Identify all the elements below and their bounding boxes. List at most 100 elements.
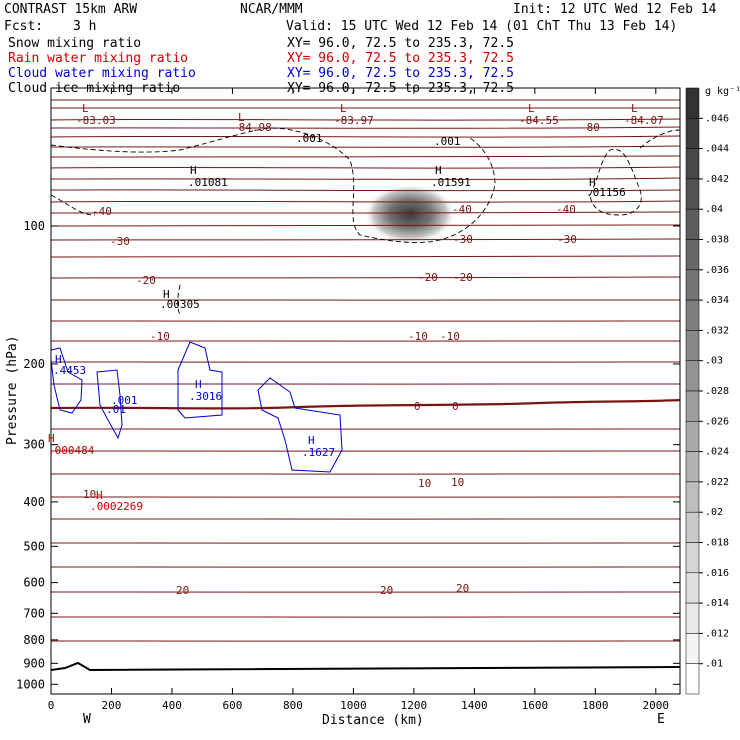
temp-label: 20 [380, 584, 393, 597]
y-tick-label: 500 [23, 539, 45, 553]
colorbar-tick-label: .01 [705, 659, 723, 670]
init-time: Init: 12 UTC Wed 12 Feb 14 [513, 2, 717, 17]
colorbar-tick-label: .024 [705, 447, 729, 458]
colorbar-tick-label: .016 [705, 568, 729, 579]
high-marker: H [308, 434, 315, 447]
colorbar-swatch [685, 602, 700, 634]
colorbar-tick-label: .042 [705, 174, 729, 185]
cloud-water-contours [51, 341, 343, 473]
cloud-ice-contours [51, 127, 680, 316]
temperature-contours [51, 99, 680, 642]
y-tick-label: 200 [23, 357, 45, 371]
high-value: .1627 [302, 446, 335, 459]
field-xy-cloudwater: XY= 96.0, 72.5 to 235.3, 72.5 [287, 66, 514, 81]
x-tick-label: 600 [223, 699, 243, 712]
low-value: -83.03 [76, 114, 116, 127]
x-tick-label: 1800 [582, 699, 609, 712]
colorbar-tick-label: .026 [705, 416, 729, 427]
colorbar-swatch [685, 663, 700, 695]
colorbar-tick-label: .038 [705, 235, 729, 246]
colorbar-swatch [685, 421, 700, 452]
colorbar-tick-label: .04 [705, 204, 723, 215]
temp-label: -40 [452, 203, 472, 216]
colorbar-swatch [685, 148, 700, 180]
field-xy-snow: XY= 96.0, 72.5 to 235.3, 72.5 [287, 36, 514, 51]
y-tick-label: 1000 [16, 677, 45, 691]
high-value: .01081 [188, 176, 228, 189]
x-tick-label: 2000 [643, 699, 670, 712]
x-axis-title: Distance (km) [322, 713, 424, 728]
x-tick-label: 1000 [340, 699, 367, 712]
high-value: .4453 [53, 364, 86, 377]
low-value: -84.55 [519, 114, 559, 127]
x-tick-label: 800 [283, 699, 303, 712]
plot-area [51, 99, 680, 672]
low-value: -83.97 [334, 114, 374, 127]
y-tick-label: 900 [23, 656, 45, 670]
y-tick-label: 800 [23, 633, 45, 647]
colorbar-swatch [685, 451, 700, 483]
colorbar-tick-label: .012 [705, 628, 729, 639]
temp-label: -20 [418, 271, 438, 284]
temp-label: -20 [136, 274, 156, 287]
temp-label: 10 [451, 476, 464, 489]
y-axis-title: Pressure (hPa) [5, 335, 20, 445]
x-axis-ticks: 0 200 400 600 800 1000 1200 1400 1600 1800 2000 [48, 88, 669, 712]
y-tick-label: 400 [23, 495, 45, 509]
colorbar-tick-label: .03 [705, 356, 723, 367]
high-value: .0002269 [90, 500, 143, 513]
high-value: .000484 [48, 444, 95, 457]
high-value: .3016 [189, 390, 222, 403]
temp-label: -20 [453, 271, 473, 284]
y-tick-label: 100 [23, 219, 45, 233]
high-marker: H [589, 176, 596, 189]
colorbar: g kg⁻¹ .046 .044 .042 .04 .038 .036 .034 .032 .0… [685, 86, 740, 695]
colorbar-tick-label: .022 [705, 477, 729, 488]
high-marker: H [435, 164, 442, 177]
valid-time: Valid: 15 UTC Wed 12 Feb 14 (01 ChT Thu … [286, 19, 677, 34]
snow-maximum-shading [364, 184, 456, 244]
contour-value-label: .001 [434, 135, 461, 148]
plot-frame [50, 87, 681, 695]
colorbar-swatch [685, 360, 700, 392]
colorbar-swatch [685, 330, 700, 361]
high-value: .01156 [586, 186, 626, 199]
colorbar-tick-label: .034 [705, 295, 729, 306]
high-marker: H [96, 489, 103, 502]
x-axis-east-label: E [657, 712, 665, 727]
center-name: NCAR/MMM [240, 2, 303, 17]
temp-label: -10 [408, 330, 428, 343]
colorbar-tick-label: .028 [705, 386, 729, 397]
temp-label: 20 [456, 582, 469, 595]
colorbar-swatch [685, 178, 700, 210]
colorbar-tick-label: .046 [705, 113, 729, 124]
low-marker: L [238, 111, 245, 124]
colorbar-tick-label: .014 [705, 598, 729, 609]
high-marker: H [48, 432, 55, 445]
temp-label: -10 [440, 330, 460, 343]
high-value: .00305 [160, 298, 200, 311]
high-marker: H [195, 378, 202, 391]
colorbar-swatch [685, 118, 700, 149]
colorbar-swatch [685, 299, 700, 331]
x-tick-label: 400 [162, 699, 182, 712]
low-value: -84.07 [624, 114, 664, 127]
colorbar-swatch [685, 239, 700, 271]
temp-label: 10 [418, 477, 431, 490]
y-tick-label: 700 [23, 606, 45, 620]
terrain-line [51, 661, 680, 672]
y-tick-label: 300 [23, 438, 45, 452]
x-tick-label: 0 [48, 699, 55, 712]
colorbar-tick-label: .032 [705, 325, 729, 336]
temperature-labels: -80 -40 -40 -40 -30 -30 -30 -20 -20 -20 … [83, 121, 600, 597]
y-tick-label: 600 [23, 576, 45, 590]
colorbar-swatch [685, 208, 700, 240]
colorbar-unit: g kg⁻¹ [705, 86, 740, 97]
temp-label: 20 [176, 584, 189, 597]
temp-label: -40 [92, 205, 112, 218]
colorbar-tick-label: .02 [705, 507, 723, 518]
field-name-cloudwater: Cloud water mixing ratio [8, 66, 196, 81]
model-title: CONTRAST 15km ARW [4, 2, 137, 17]
colorbar-swatch [685, 633, 700, 664]
freezing-level-contour [51, 398, 680, 410]
